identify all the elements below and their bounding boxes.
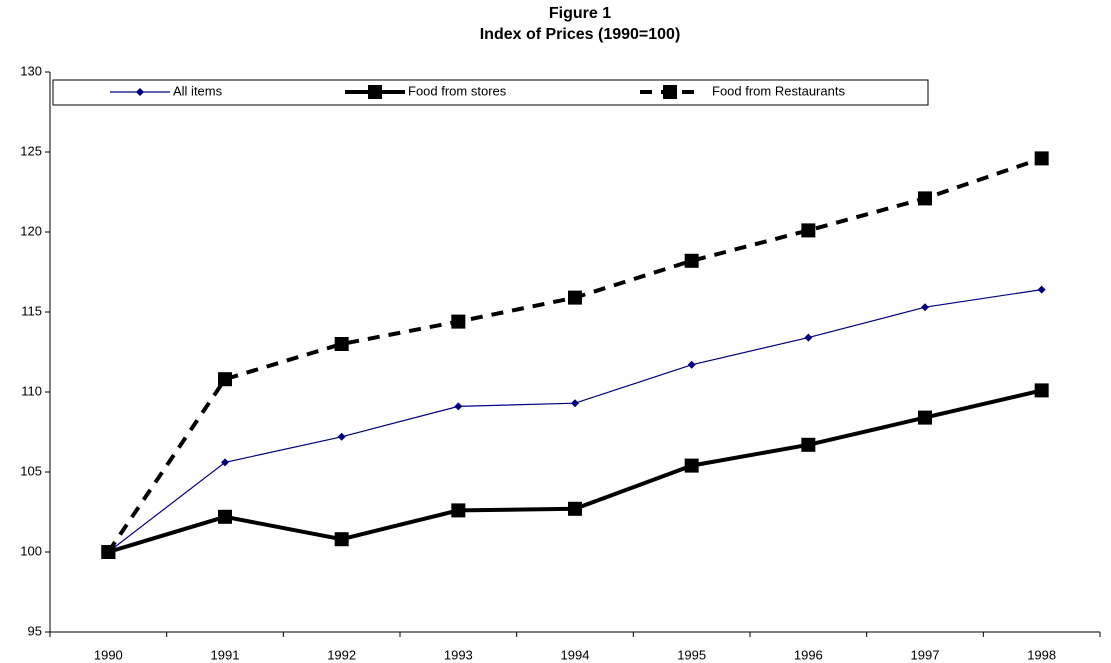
legend-label: Food from Restaurants: [712, 83, 845, 98]
y-tick-label: 105: [20, 463, 42, 478]
data-point: [1034, 151, 1049, 166]
data-point: [334, 532, 349, 547]
x-tick-label: 1990: [94, 647, 123, 662]
data-point: [571, 399, 579, 408]
data-point: [687, 360, 696, 369]
series-line: [106, 156, 1043, 554]
x-tick-label: 1996: [794, 647, 823, 662]
data-point: [918, 191, 932, 206]
legend-marker: [663, 85, 677, 99]
y-tick-label: 115: [21, 303, 42, 318]
data-point: [1034, 383, 1049, 398]
data-point: [451, 314, 466, 329]
data-point: [684, 458, 699, 473]
y-tick-label: 110: [21, 383, 42, 398]
y-tick-label: 130: [20, 63, 42, 78]
legend-label: Food from stores: [408, 83, 507, 98]
y-tick-label: 120: [20, 223, 42, 238]
chart-title: Figure 1: [549, 5, 611, 22]
legend: All items Food from stores Food from Resta…: [52, 79, 929, 106]
data-point: [804, 333, 813, 342]
legend-marker: [136, 88, 144, 96]
chart-subtitle: Index of Prices (1990=100): [480, 26, 681, 43]
legend-label: All items: [173, 83, 223, 98]
data-point: [921, 303, 929, 312]
x-tick-label: 1997: [911, 647, 940, 662]
x-tick-label: 1994: [561, 647, 590, 662]
x-tick-label: 1992: [327, 647, 356, 662]
data-point: [218, 509, 232, 524]
data-point: [1037, 285, 1046, 294]
data-point: [337, 432, 346, 441]
data-point: [801, 437, 816, 452]
data-point: [801, 223, 816, 238]
y-tick-label: 95: [28, 623, 42, 638]
data-point: [334, 337, 349, 351]
x-tick-label: 1993: [444, 647, 473, 662]
x-tick-label: 1995: [677, 647, 706, 662]
data-point: [101, 545, 116, 559]
x-tick-label: 1998: [1027, 647, 1056, 662]
data-point: [221, 458, 229, 467]
data-point: [568, 290, 582, 305]
series-line: [107, 388, 1043, 554]
legend-box: [52, 79, 929, 106]
data-point: [918, 410, 932, 425]
data-point: [451, 503, 466, 518]
legend-marker: [368, 85, 382, 99]
y-tick-label: 100: [20, 543, 42, 558]
data-point: [684, 253, 699, 268]
x-tick-label: 1991: [211, 647, 240, 662]
data-point: [568, 501, 582, 516]
data-point: [218, 372, 232, 387]
data-point: [454, 402, 463, 411]
y-tick-label: 125: [20, 143, 42, 158]
